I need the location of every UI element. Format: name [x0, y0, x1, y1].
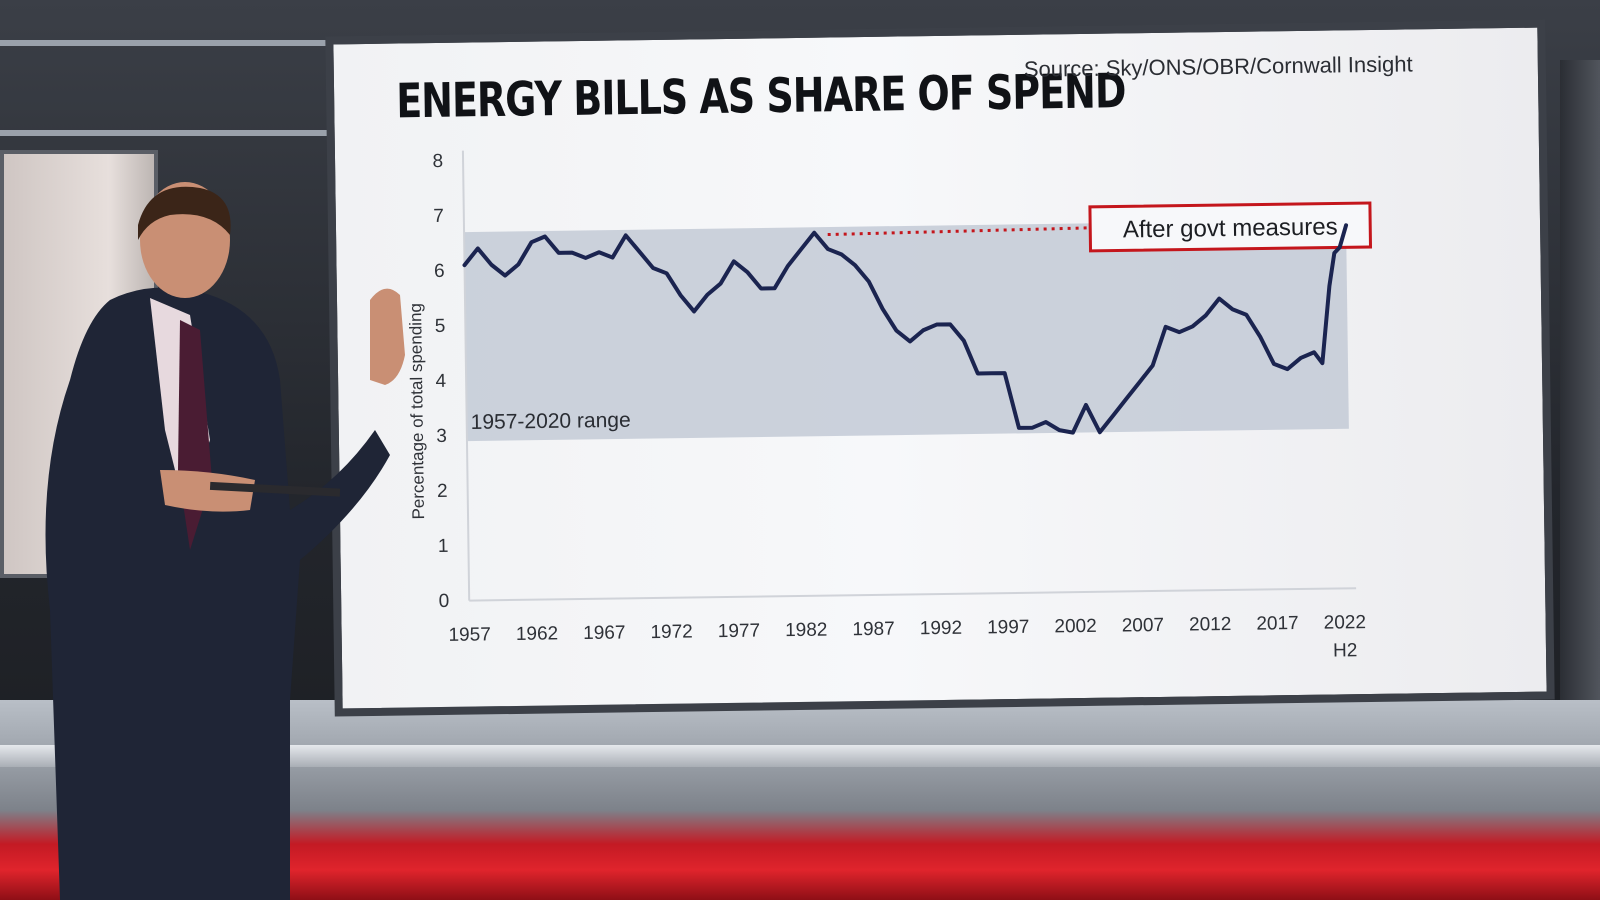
studio-desk-rail	[0, 745, 1600, 767]
y-tick-label: 8	[432, 151, 443, 172]
x-tick-label: 1962	[516, 623, 559, 645]
x-tick-label: 1967	[583, 622, 626, 644]
x-tick-label: 1972	[650, 621, 693, 643]
y-tick-label: 6	[434, 261, 445, 282]
line-chart: 1957-2020 range 0 1 2 3 4 5 6 7 8 Percentage of to…	[406, 150, 1373, 662]
y-tick-label: 7	[433, 206, 444, 227]
x-tick-label: 1992	[920, 618, 963, 640]
x-axis-line	[469, 587, 1357, 602]
x-tick-label: 1987	[852, 619, 895, 641]
ceiling-beam	[0, 40, 330, 46]
x-tick-label: 2002	[1054, 616, 1097, 638]
annotation-box	[1088, 201, 1373, 253]
y-tick-label: 3	[436, 426, 447, 447]
x-tick-label: 1957	[448, 624, 491, 646]
range-band	[464, 219, 1349, 442]
ceiling-beam	[0, 130, 330, 136]
y-tick-label: 1	[438, 536, 449, 557]
series-line	[462, 223, 1349, 435]
y-axis-line	[461, 150, 471, 601]
chart-screen: ENERGY BILLS AS SHARE OF SPEND Source: S…	[325, 19, 1555, 717]
x-tick-label: 1977	[718, 621, 761, 643]
x-tick-label: 2007	[1122, 615, 1165, 637]
x-tick-sublabel: H2	[1333, 640, 1358, 661]
presenter-figure	[45, 182, 405, 900]
y-tick-label: 5	[435, 316, 446, 337]
x-tick-label: 2022	[1324, 612, 1367, 634]
x-tick-label: 1997	[987, 617, 1030, 639]
y-tick-label: 4	[435, 371, 446, 392]
y-tick-label: 2	[437, 481, 448, 502]
x-tick-label: 1982	[785, 620, 828, 642]
annotation-dotted-line	[827, 219, 1344, 237]
x-tick-label: 2012	[1189, 614, 1232, 636]
studio-pillar	[1560, 60, 1600, 700]
y-axis-label: Percentage of total spending	[406, 303, 428, 520]
y-tick-label: 0	[438, 591, 449, 612]
annotation-label: After govt measures	[1123, 213, 1338, 243]
x-tick-label: 2017	[1256, 613, 1299, 635]
range-band-label: 1957-2020 range	[471, 409, 631, 434]
